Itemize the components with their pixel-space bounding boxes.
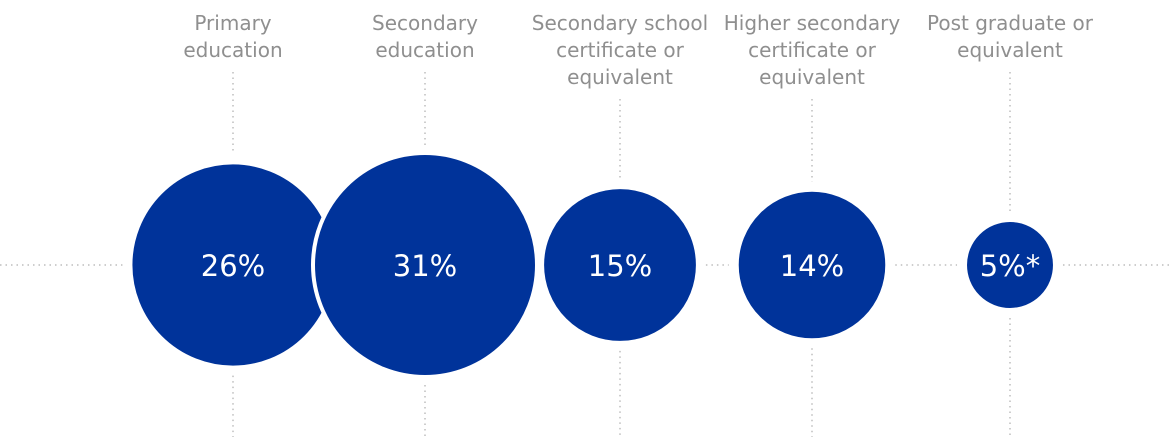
bubble-value-label-3: 14%	[780, 249, 844, 283]
bubbles: 26% 31% 15% 14% 5%*	[128, 151, 1057, 379]
bubble-value-label-0: 26%	[201, 249, 265, 283]
bubble-1	[311, 151, 539, 379]
bubble-3	[734, 187, 890, 343]
bubble-value-label-2: 15%	[588, 249, 652, 283]
guide-lines	[0, 72, 1169, 437]
category-label-3: Higher secondary certificate or equivale…	[723, 11, 901, 89]
category-label-0: Primary education	[183, 11, 283, 62]
bubble-value-label-4: 5%*	[980, 249, 1041, 283]
bubble-value-label-1: 31%	[393, 249, 457, 283]
bubble-2	[540, 185, 700, 345]
category-label-2: Secondary school certificate or equivale…	[531, 11, 709, 89]
category-label-1: Secondary education	[372, 11, 478, 62]
bubble-4	[963, 218, 1057, 312]
category-label-4: Post graduate or equivalent	[927, 11, 1093, 62]
